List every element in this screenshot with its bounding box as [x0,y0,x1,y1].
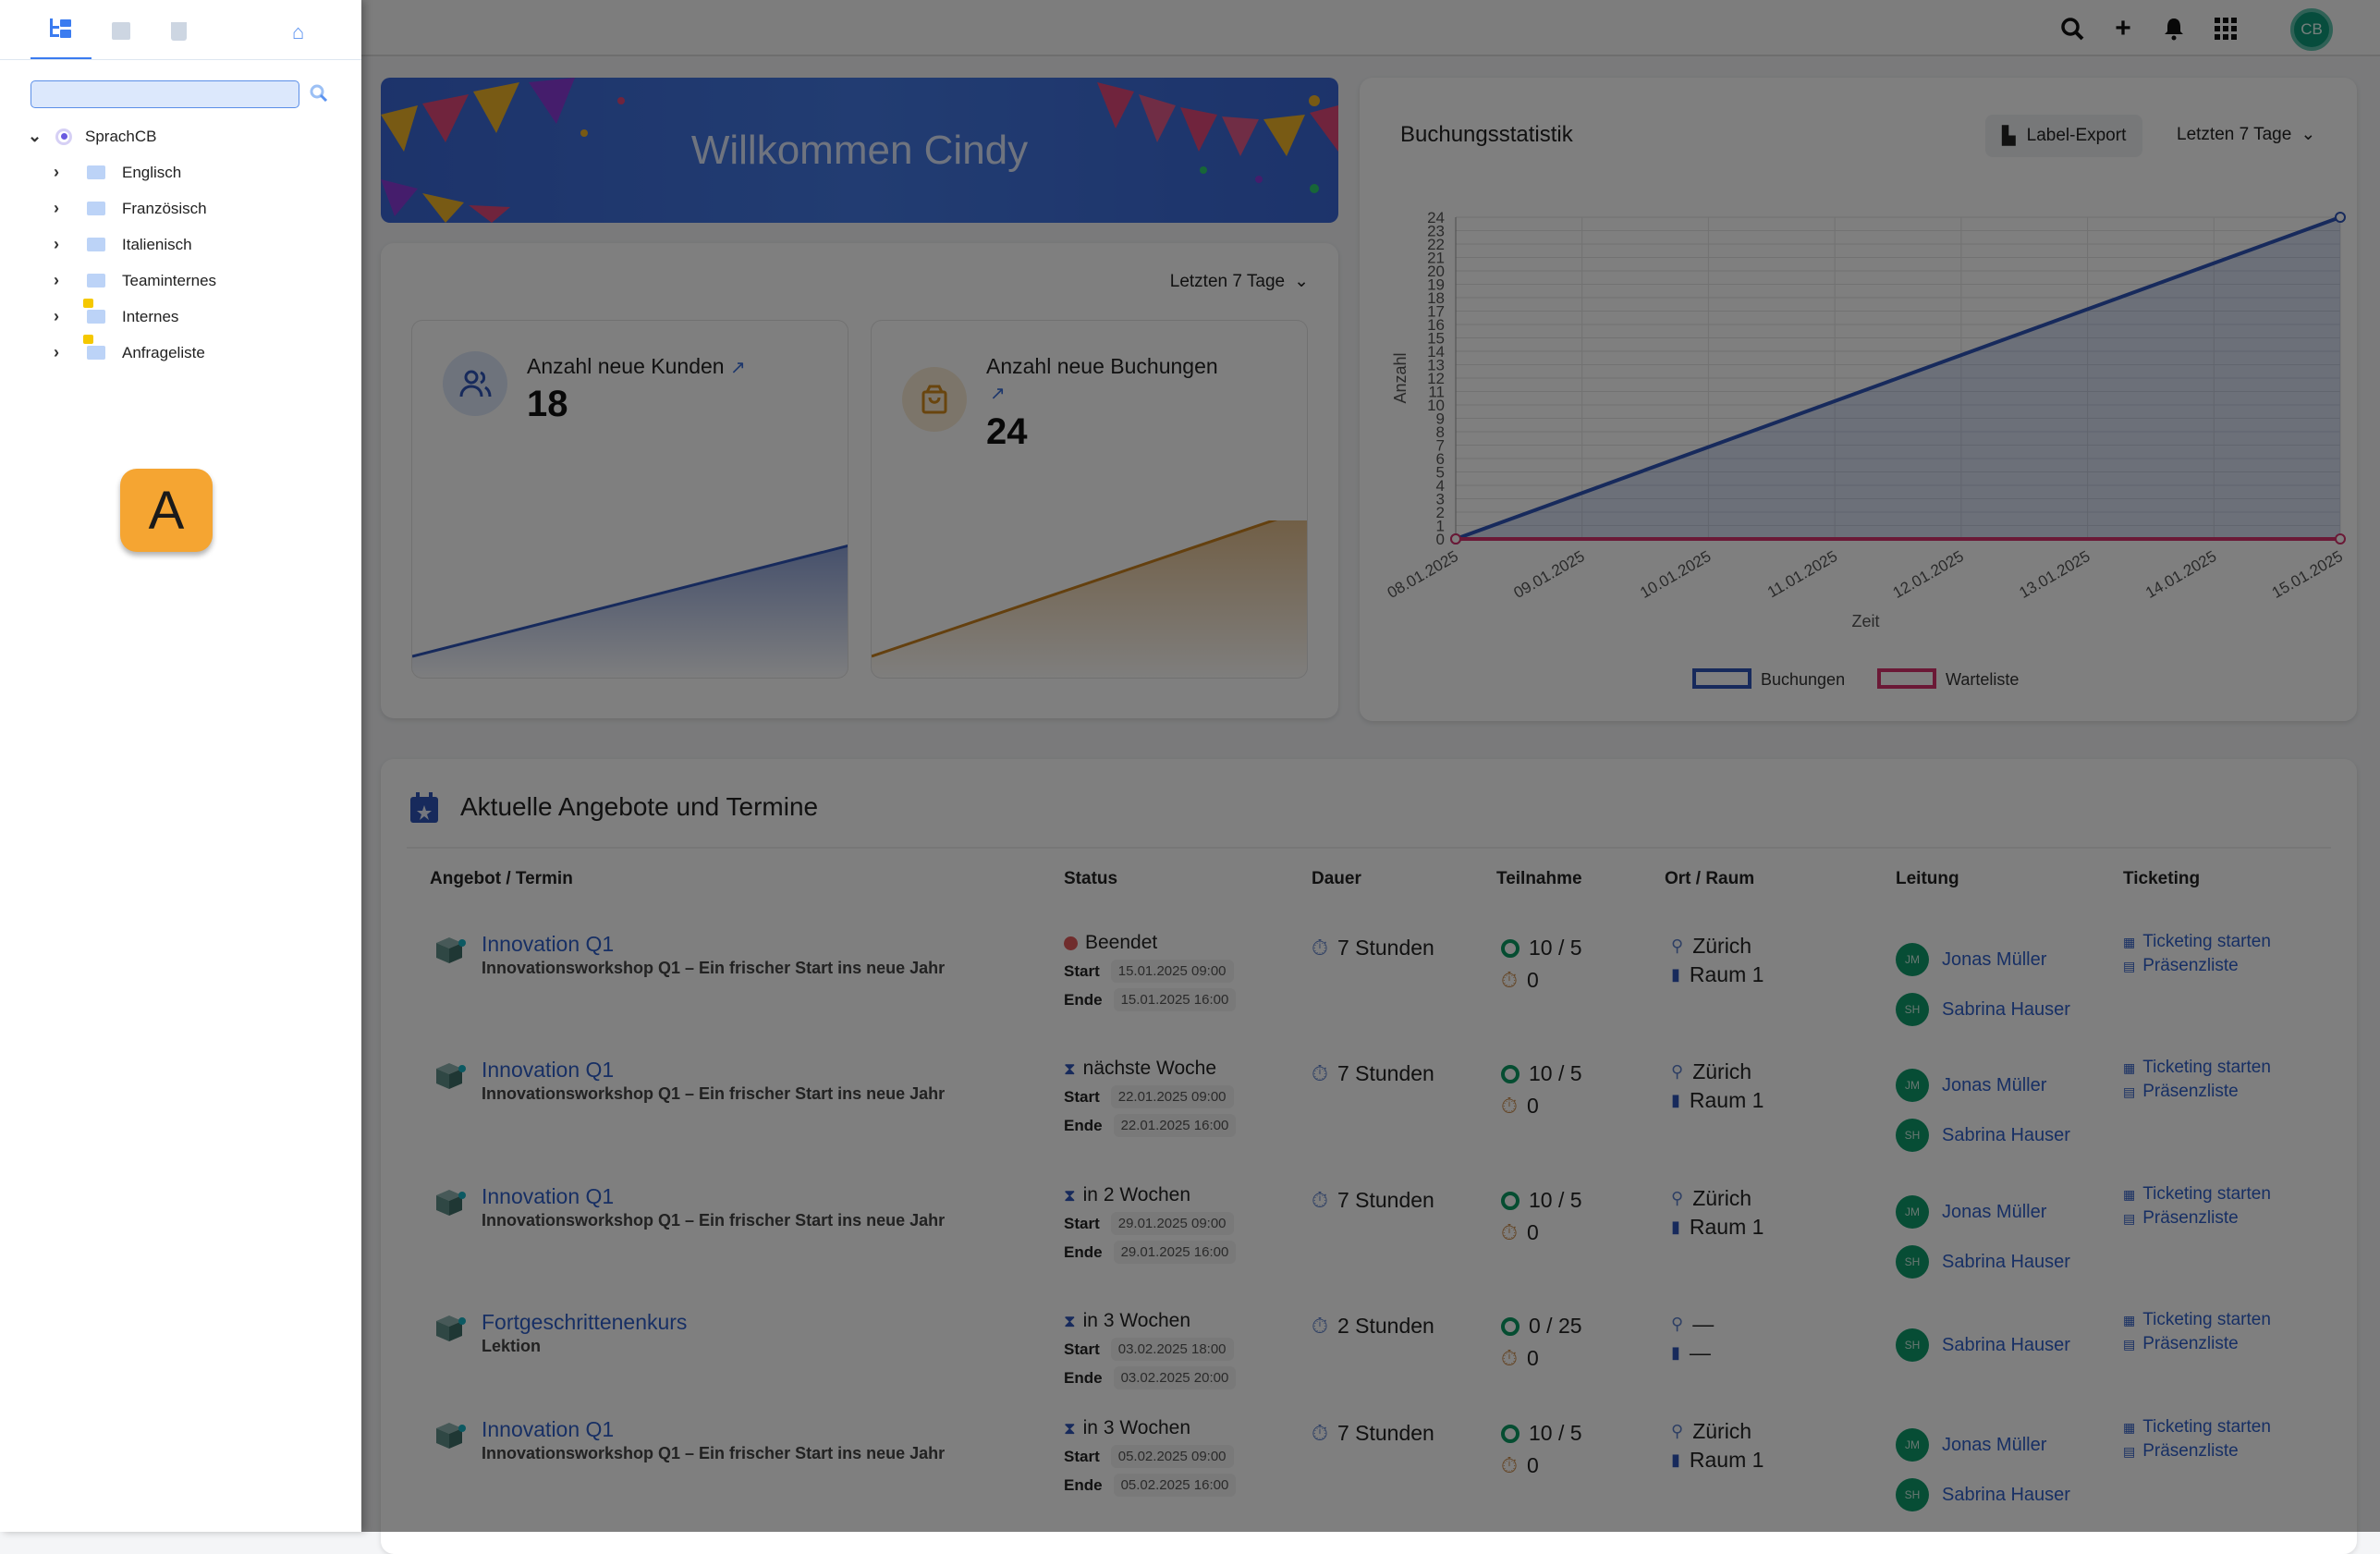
active-tab-indicator [31,57,92,59]
tree-item[interactable]: › Teaminternes [54,271,216,290]
tree-icon[interactable] [50,18,72,43]
search-icon[interactable] [310,84,328,107]
folder-icon [83,299,105,324]
tree-item[interactable]: › Internes [54,299,179,326]
tree-item-label: Französisch [122,199,207,217]
archive-icon[interactable] [112,22,130,40]
folder-icon [87,165,105,179]
tree-item-label: Italienisch [122,235,192,253]
tree-item-label: Teaminternes [122,271,217,289]
folder-icon [87,202,105,215]
navigation-drawer: ⌂ ⌄ SprachCB › Englisch › Französisch › Italie… [0,0,361,1532]
tree-root[interactable]: ⌄ SprachCB [28,127,156,146]
folder-icon [83,335,105,360]
trash-icon[interactable] [171,22,187,41]
chevron-right-icon[interactable]: › [54,307,59,325]
tree-root-label: SprachCB [85,127,157,145]
tree-item[interactable]: › Französisch [54,199,207,218]
lock-icon [83,299,93,308]
target-icon [55,128,72,145]
tree-item[interactable]: › Englisch [54,163,181,182]
chevron-right-icon[interactable]: › [54,199,59,217]
folder-icon [87,238,105,251]
tree-item-label: Internes [122,307,179,325]
chevron-right-icon[interactable]: › [54,343,59,361]
tree-search-input[interactable] [31,80,299,108]
divider [0,59,361,60]
home-icon[interactable]: ⌂ [292,20,305,43]
tree-item-label: Anfrageliste [122,343,205,361]
chevron-down-icon[interactable]: ⌄ [28,127,43,145]
lock-icon [83,335,93,344]
tree-item[interactable]: › Italienisch [54,235,192,254]
tree-item[interactable]: › Anfrageliste [54,335,205,362]
chevron-right-icon[interactable]: › [54,163,59,181]
chevron-right-icon[interactable]: › [54,271,59,289]
chevron-right-icon[interactable]: › [54,235,59,253]
folder-icon [87,274,105,288]
tree-item-label: Englisch [122,163,182,181]
letter-badge[interactable]: A [120,469,213,552]
